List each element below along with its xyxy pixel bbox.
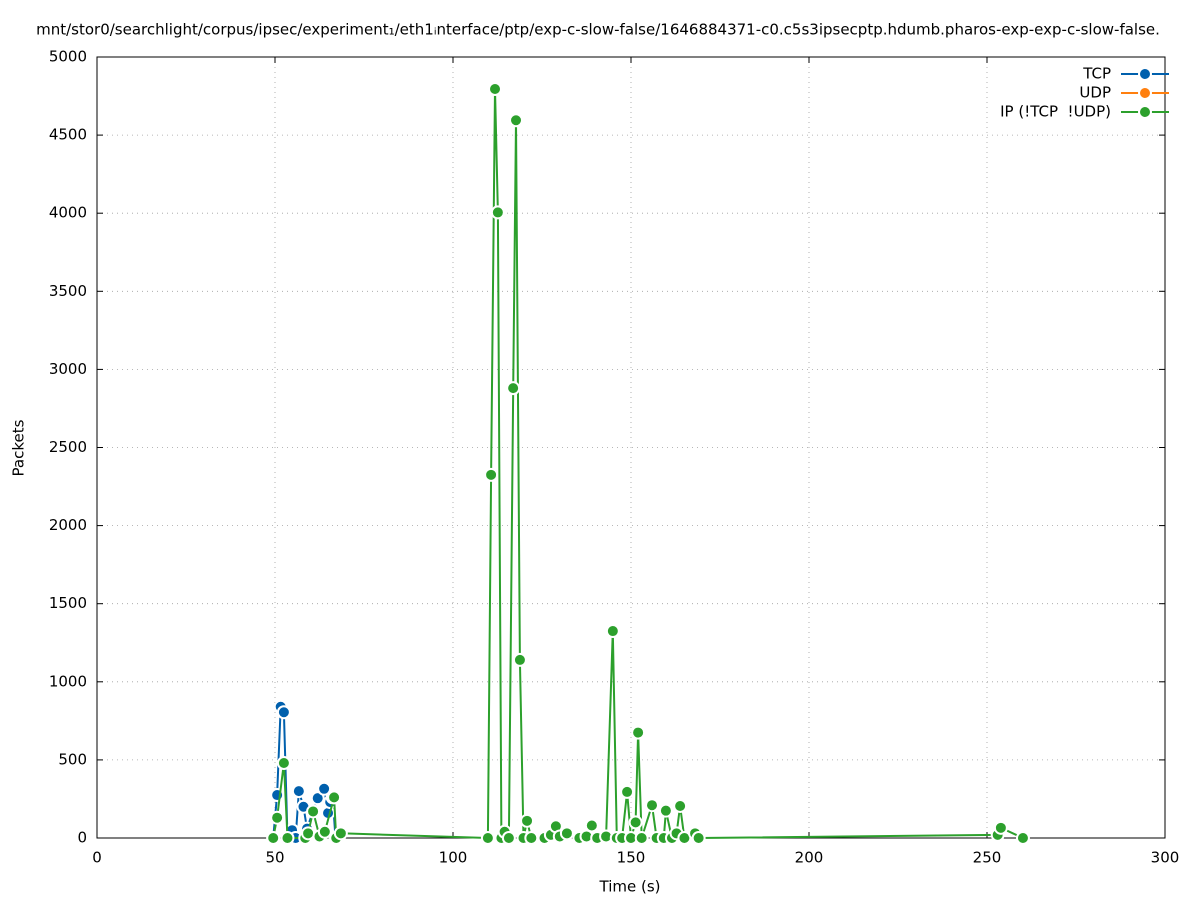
data-point — [631, 725, 646, 740]
data-point — [524, 831, 539, 845]
x-tick-label: 150 — [617, 849, 646, 867]
data-point — [280, 831, 295, 845]
y-axis-label: Packets — [10, 419, 28, 476]
data-point — [301, 826, 316, 841]
data-point — [317, 824, 332, 839]
x-tick-label: 300 — [1151, 849, 1180, 867]
data-point — [484, 467, 499, 482]
data-point — [584, 818, 599, 833]
data-point — [276, 756, 291, 771]
data-point — [520, 813, 535, 828]
y-tick-label: 4000 — [49, 204, 87, 222]
data-point — [673, 798, 688, 813]
legend-label: UDP — [1079, 84, 1111, 102]
data-point — [291, 784, 306, 799]
data-point — [488, 82, 503, 97]
data-point — [310, 791, 325, 806]
data-point — [480, 831, 495, 845]
y-tick-label: 1500 — [49, 594, 87, 612]
legend-marker — [1138, 86, 1152, 100]
data-point — [1015, 831, 1030, 845]
chart-title: mnt/stor0/searchlight/corpus/ipsec/exper… — [36, 21, 1160, 39]
y-tick-label: 500 — [58, 750, 87, 768]
y-tick-label: 3500 — [49, 282, 87, 300]
x-tick-label: 200 — [795, 849, 824, 867]
data-point — [317, 781, 332, 796]
x-axis-label: Time (s) — [599, 878, 661, 896]
x-tick-label: 0 — [92, 849, 102, 867]
data-point — [645, 798, 660, 813]
data-point — [628, 815, 643, 830]
data-point — [993, 820, 1008, 835]
data-point — [509, 113, 524, 128]
data-point — [270, 810, 285, 825]
legend-marker — [1138, 105, 1152, 119]
y-tick-label: 1000 — [49, 672, 87, 690]
data-point — [327, 790, 342, 805]
data-point — [490, 205, 505, 220]
data-point — [559, 826, 574, 841]
y-tick-label: 5000 — [49, 48, 87, 66]
x-tick-label: 50 — [265, 849, 284, 867]
x-tick-label: 100 — [439, 849, 468, 867]
legend-label: TCP — [1082, 65, 1111, 83]
data-point — [658, 803, 673, 818]
data-point — [634, 831, 649, 845]
data-point — [266, 831, 281, 845]
data-point — [605, 624, 620, 639]
data-point — [306, 804, 321, 819]
data-point — [506, 381, 521, 396]
data-point — [512, 652, 527, 667]
y-tick-label: 3000 — [49, 360, 87, 378]
data-point — [501, 831, 516, 845]
y-tick-label: 2000 — [49, 516, 87, 534]
legend-marker — [1138, 67, 1152, 81]
y-tick-label: 0 — [77, 829, 87, 847]
data-point — [620, 784, 635, 799]
y-tick-label: 2500 — [49, 438, 87, 456]
y-tick-label: 4500 — [49, 126, 87, 144]
legend-label: IP (!TCP !UDP) — [1000, 103, 1111, 121]
data-point — [691, 831, 706, 845]
series-line — [272, 88, 1024, 842]
x-tick-label: 250 — [973, 849, 1002, 867]
data-point — [333, 826, 348, 841]
data-point — [276, 705, 291, 720]
